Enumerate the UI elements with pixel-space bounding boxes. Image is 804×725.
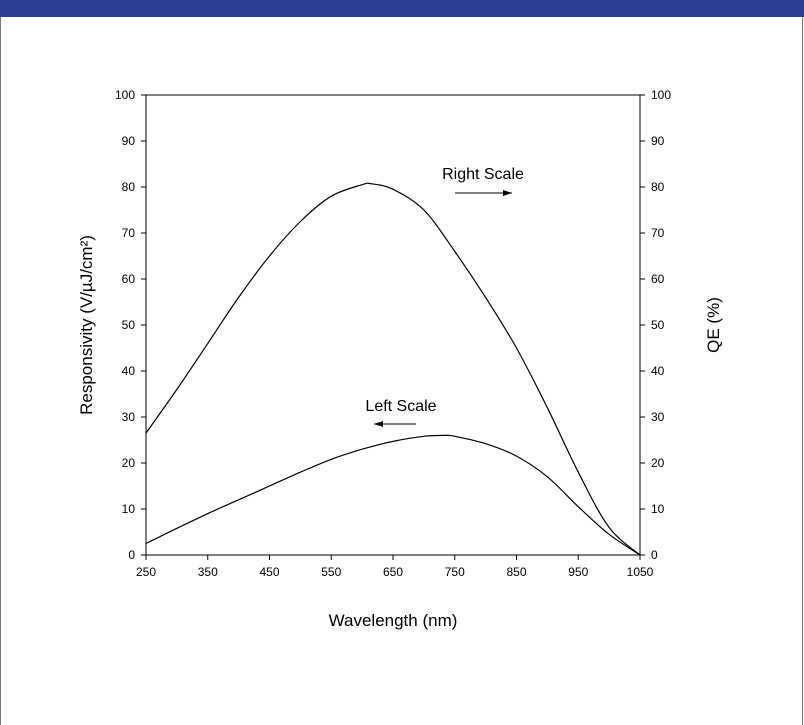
x-axis-title: Wavelength (nm) bbox=[329, 611, 458, 630]
right-y-axis-title: QE (%) bbox=[704, 297, 723, 353]
right-y-tick-label: 30 bbox=[651, 410, 665, 424]
left-y-axis-title: Responsivity (V/µJ/cm²) bbox=[77, 235, 96, 415]
right-y-tick-label: 50 bbox=[651, 318, 665, 332]
annotations: Right Scale Left Scale bbox=[365, 166, 524, 427]
x-tick-label: 850 bbox=[506, 565, 526, 579]
right-y-tick-label: 60 bbox=[651, 272, 665, 286]
left-y-tick-label: 60 bbox=[122, 272, 136, 286]
right-y-tick-label: 100 bbox=[651, 88, 671, 102]
right-y-tick-label: 90 bbox=[651, 134, 665, 148]
left-y-tick-label: 10 bbox=[122, 502, 136, 516]
x-tick-label: 1050 bbox=[627, 565, 654, 579]
x-tick-label: 550 bbox=[321, 565, 341, 579]
x-tick-label: 250 bbox=[136, 565, 156, 579]
qe-curve-line bbox=[145, 182, 641, 556]
right-y-tick-label: 10 bbox=[651, 502, 665, 516]
right-y-tick-label: 20 bbox=[651, 456, 665, 470]
page-frame bbox=[0, 17, 803, 725]
right-scale-annotation: Right Scale bbox=[442, 166, 524, 183]
x-tick-label: 950 bbox=[568, 565, 588, 579]
left-y-tick-label: 20 bbox=[122, 456, 136, 470]
responsivity-curve-line bbox=[145, 434, 641, 556]
left-y-tick-label: 100 bbox=[115, 88, 135, 102]
series-lines bbox=[145, 182, 641, 556]
left-y-tick-label: 40 bbox=[122, 364, 136, 378]
left-y-tick-label: 0 bbox=[128, 548, 135, 562]
right-y-tick-label: 40 bbox=[651, 364, 665, 378]
x-tick-label: 750 bbox=[445, 565, 465, 579]
ticks: 250 350 450 550 650 750 850 950 1050010203040506… bbox=[115, 88, 671, 579]
right-scale-arrow-head bbox=[503, 190, 512, 196]
right-y-tick-label: 80 bbox=[651, 180, 665, 194]
right-y-tick-label: 70 bbox=[651, 226, 665, 240]
header-bar bbox=[0, 0, 804, 17]
left-scale-arrow-head bbox=[374, 421, 383, 427]
x-tick-label: 350 bbox=[198, 565, 218, 579]
right-y-tick-label: 0 bbox=[651, 548, 658, 562]
x-tick-label: 450 bbox=[259, 565, 279, 579]
left-y-tick-label: 80 bbox=[122, 180, 136, 194]
left-y-tick-label: 70 bbox=[122, 226, 136, 240]
left-y-tick-label: 90 bbox=[122, 134, 136, 148]
x-tick-label: 650 bbox=[383, 565, 403, 579]
left-y-tick-label: 30 bbox=[122, 410, 136, 424]
left-y-tick-label: 50 bbox=[122, 318, 136, 332]
left-scale-annotation: Left Scale bbox=[365, 398, 436, 415]
